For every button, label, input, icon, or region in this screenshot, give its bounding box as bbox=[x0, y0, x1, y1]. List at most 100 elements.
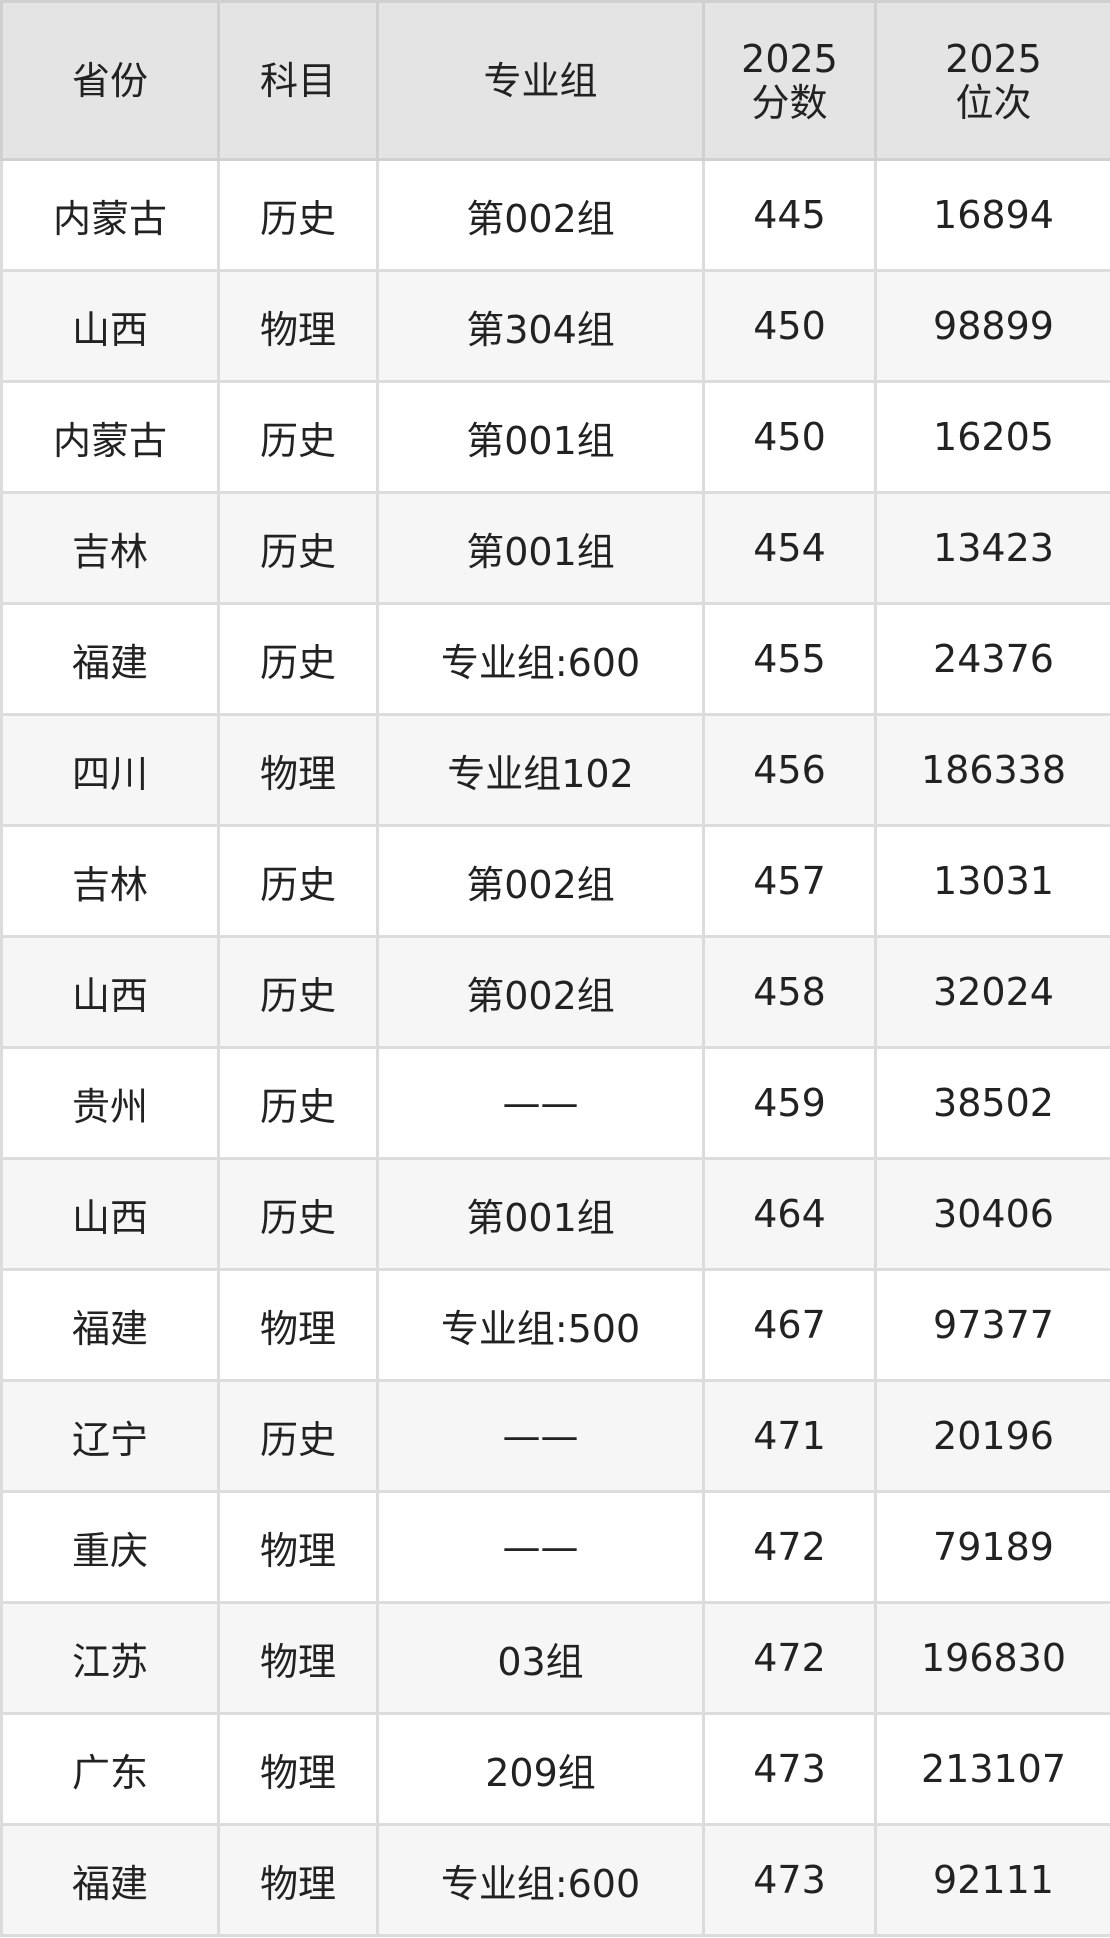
table-row: 广东 物理 209组 473 213107 bbox=[0, 1712, 1110, 1826]
header-rank: 2025 位次 bbox=[874, 0, 1110, 161]
header-score: 2025 分数 bbox=[702, 0, 877, 161]
cell-rank: 38502 bbox=[874, 1046, 1110, 1160]
cell-rank: 213107 bbox=[874, 1712, 1110, 1826]
table-row: 吉林 历史 第002组 457 13031 bbox=[0, 824, 1110, 938]
header-subject: 科目 bbox=[217, 0, 379, 161]
cell-rank: 97377 bbox=[874, 1268, 1110, 1382]
cell-subject: 历史 bbox=[217, 158, 379, 272]
cell-province: 福建 bbox=[0, 1823, 220, 1937]
cell-score: 471 bbox=[702, 1379, 877, 1493]
cell-subject: 物理 bbox=[217, 1601, 379, 1715]
cell-province: 重庆 bbox=[0, 1490, 220, 1604]
cell-score: 467 bbox=[702, 1268, 877, 1382]
cell-province: 江苏 bbox=[0, 1601, 220, 1715]
cell-rank: 79189 bbox=[874, 1490, 1110, 1604]
table-row: 山西 物理 第304组 450 98899 bbox=[0, 269, 1110, 383]
cell-rank: 16205 bbox=[874, 380, 1110, 494]
cell-major-group: 专业组:600 bbox=[376, 602, 705, 716]
cell-score: 473 bbox=[702, 1823, 877, 1937]
cell-subject: 物理 bbox=[217, 1490, 379, 1604]
cell-rank: 13031 bbox=[874, 824, 1110, 938]
cell-major-group: 第001组 bbox=[376, 491, 705, 605]
cell-province: 山西 bbox=[0, 1157, 220, 1271]
cell-score: 473 bbox=[702, 1712, 877, 1826]
cell-subject: 历史 bbox=[217, 1379, 379, 1493]
table-row: 内蒙古 历史 第001组 450 16205 bbox=[0, 380, 1110, 494]
table-row: 山西 历史 第001组 464 30406 bbox=[0, 1157, 1110, 1271]
cell-subject: 历史 bbox=[217, 380, 379, 494]
table-row: 贵州 历史 —— 459 38502 bbox=[0, 1046, 1110, 1160]
cell-province: 内蒙古 bbox=[0, 380, 220, 494]
table-row: 四川 物理 专业组102 456 186338 bbox=[0, 713, 1110, 827]
cell-province: 广东 bbox=[0, 1712, 220, 1826]
cell-province: 辽宁 bbox=[0, 1379, 220, 1493]
cell-subject: 历史 bbox=[217, 1046, 379, 1160]
cell-rank: 20196 bbox=[874, 1379, 1110, 1493]
cell-province: 贵州 bbox=[0, 1046, 220, 1160]
cell-major-group: 第002组 bbox=[376, 935, 705, 1049]
cell-province: 内蒙古 bbox=[0, 158, 220, 272]
cell-major-group: 第002组 bbox=[376, 824, 705, 938]
cell-major-group: 专业组:600 bbox=[376, 1823, 705, 1937]
cell-score: 472 bbox=[702, 1490, 877, 1604]
cell-major-group: 第001组 bbox=[376, 1157, 705, 1271]
cell-score: 459 bbox=[702, 1046, 877, 1160]
table-row: 内蒙古 历史 第002组 445 16894 bbox=[0, 158, 1110, 272]
cell-subject: 物理 bbox=[217, 713, 379, 827]
cell-rank: 196830 bbox=[874, 1601, 1110, 1715]
cell-major-group: 第002组 bbox=[376, 158, 705, 272]
header-major-group: 专业组 bbox=[376, 0, 705, 161]
cell-rank: 13423 bbox=[874, 491, 1110, 605]
table-row: 山西 历史 第002组 458 32024 bbox=[0, 935, 1110, 1049]
cell-rank: 98899 bbox=[874, 269, 1110, 383]
cell-score: 454 bbox=[702, 491, 877, 605]
header-province: 省份 bbox=[0, 0, 220, 161]
cell-rank: 32024 bbox=[874, 935, 1110, 1049]
cell-rank: 16894 bbox=[874, 158, 1110, 272]
header-row: 省份 科目 专业组 2025 分数 2025 位次 bbox=[0, 0, 1110, 161]
header-label: 科目 bbox=[259, 58, 336, 103]
cell-score: 458 bbox=[702, 935, 877, 1049]
header-label: 分数 bbox=[751, 80, 828, 125]
cell-major-group: 专业组:500 bbox=[376, 1268, 705, 1382]
cell-province: 福建 bbox=[0, 602, 220, 716]
cell-major-group: 第304组 bbox=[376, 269, 705, 383]
table-row: 吉林 历史 第001组 454 13423 bbox=[0, 491, 1110, 605]
cell-subject: 历史 bbox=[217, 935, 379, 1049]
table-row: 辽宁 历史 —— 471 20196 bbox=[0, 1379, 1110, 1493]
cell-score: 464 bbox=[702, 1157, 877, 1271]
cell-score: 472 bbox=[702, 1601, 877, 1715]
cell-subject: 历史 bbox=[217, 824, 379, 938]
cell-rank: 30406 bbox=[874, 1157, 1110, 1271]
header-label: 2025 bbox=[945, 36, 1042, 81]
table-row: 重庆 物理 —— 472 79189 bbox=[0, 1490, 1110, 1604]
cell-score: 457 bbox=[702, 824, 877, 938]
cell-major-group: 03组 bbox=[376, 1601, 705, 1715]
cell-major-group: 专业组102 bbox=[376, 713, 705, 827]
cell-score: 450 bbox=[702, 269, 877, 383]
cell-subject: 历史 bbox=[217, 1157, 379, 1271]
table-row: 福建 物理 专业组:500 467 97377 bbox=[0, 1268, 1110, 1382]
cell-score: 450 bbox=[702, 380, 877, 494]
cell-subject: 物理 bbox=[217, 269, 379, 383]
cell-province: 吉林 bbox=[0, 824, 220, 938]
header-label: 专业组 bbox=[483, 58, 598, 103]
header-label: 位次 bbox=[955, 80, 1032, 125]
cell-rank: 92111 bbox=[874, 1823, 1110, 1937]
cell-score: 445 bbox=[702, 158, 877, 272]
cell-major-group: 第001组 bbox=[376, 380, 705, 494]
cell-subject: 历史 bbox=[217, 602, 379, 716]
cell-province: 四川 bbox=[0, 713, 220, 827]
table-row: 江苏 物理 03组 472 196830 bbox=[0, 1601, 1110, 1715]
header-label: 2025 bbox=[741, 36, 838, 81]
cell-score: 455 bbox=[702, 602, 877, 716]
table-row: 福建 物理 专业组:600 473 92111 bbox=[0, 1823, 1110, 1937]
cell-province: 山西 bbox=[0, 935, 220, 1049]
cell-province: 吉林 bbox=[0, 491, 220, 605]
cell-major-group: —— bbox=[376, 1046, 705, 1160]
cell-province: 山西 bbox=[0, 269, 220, 383]
cell-major-group: 209组 bbox=[376, 1712, 705, 1826]
table-row: 福建 历史 专业组:600 455 24376 bbox=[0, 602, 1110, 716]
cell-subject: 物理 bbox=[217, 1823, 379, 1937]
